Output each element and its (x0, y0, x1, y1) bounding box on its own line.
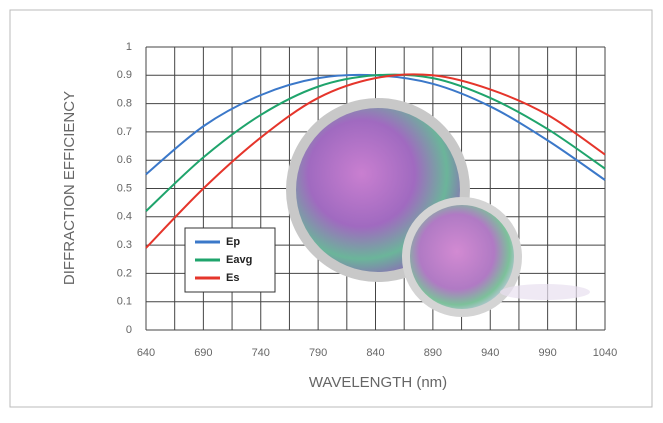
y-tick-label: 0 (126, 324, 132, 336)
y-tick-label: 0.8 (117, 98, 132, 110)
x-tick-label: 640 (137, 347, 155, 359)
y-tick-label: 0.3 (117, 239, 132, 251)
y-axis-title: DIFFRACTION EFFICIENCY (61, 91, 78, 285)
legend-label: Es (226, 272, 239, 284)
x-tick-label: 990 (538, 347, 556, 359)
x-tick-label: 1040 (593, 347, 617, 359)
series-line (145, 73, 606, 249)
x-tick-label: 690 (194, 347, 212, 359)
y-tick-label: 0.1 (117, 296, 132, 308)
x-tick-label: 940 (481, 347, 499, 359)
x-tick-label: 890 (424, 347, 442, 359)
legend-label: Ep (226, 236, 240, 248)
x-tick-label: 790 (309, 347, 327, 359)
x-axis-title: WAVELENGTH (nm) (309, 374, 447, 391)
legend-label: Eavg (226, 254, 252, 266)
y-tick-label: 0.5 (117, 182, 132, 194)
y-tick-label: 0.2 (117, 267, 132, 279)
y-tick-label: 0.4 (117, 211, 132, 223)
series-line (145, 73, 606, 212)
y-tick-label: 0.9 (117, 69, 132, 81)
y-tick-label: 0.7 (117, 126, 132, 138)
y-tick-label: 1 (126, 41, 132, 53)
legend (184, 227, 276, 293)
x-tick-label: 840 (366, 347, 384, 359)
y-tick-label: 0.6 (117, 154, 132, 166)
optics-image (286, 98, 590, 317)
x-tick-label: 740 (252, 347, 270, 359)
